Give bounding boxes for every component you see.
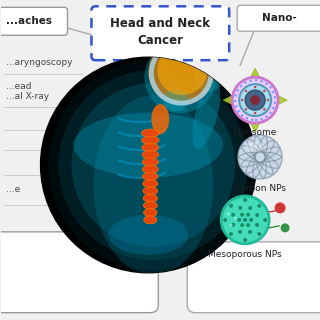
Circle shape [193,62,223,92]
Ellipse shape [74,113,223,178]
Circle shape [263,108,266,110]
Polygon shape [248,118,262,132]
Circle shape [231,213,235,217]
Ellipse shape [108,215,188,255]
Circle shape [249,218,253,222]
Ellipse shape [142,158,158,166]
Circle shape [243,198,247,202]
FancyBboxPatch shape [0,232,158,313]
Polygon shape [248,68,262,82]
Circle shape [245,90,265,110]
Circle shape [255,223,259,227]
Circle shape [263,218,267,222]
Ellipse shape [144,216,157,224]
Circle shape [246,213,250,217]
Circle shape [231,223,235,227]
Circle shape [238,230,242,234]
Circle shape [157,45,207,95]
Ellipse shape [143,194,157,202]
Ellipse shape [143,180,158,188]
Circle shape [144,41,216,113]
Circle shape [239,84,271,116]
Circle shape [49,60,258,270]
Text: ...ead: ...ead [6,82,31,91]
Circle shape [240,213,244,217]
Circle shape [237,218,241,222]
Circle shape [243,218,247,222]
Ellipse shape [142,151,159,159]
Ellipse shape [143,187,158,195]
Circle shape [250,95,260,105]
Circle shape [238,206,242,210]
Text: ...aches: ...aches [5,16,52,26]
Ellipse shape [141,129,159,137]
Circle shape [254,112,256,114]
Circle shape [243,238,247,242]
Circle shape [221,196,269,244]
Circle shape [148,39,214,105]
Circle shape [71,83,235,247]
Ellipse shape [163,89,189,111]
Polygon shape [223,93,237,107]
Ellipse shape [142,172,158,180]
Circle shape [267,99,269,101]
Circle shape [248,230,252,234]
FancyBboxPatch shape [237,5,320,31]
FancyBboxPatch shape [0,7,68,35]
Circle shape [255,213,259,217]
Ellipse shape [144,209,157,217]
Text: ...al X-ray: ...al X-ray [6,92,49,100]
Circle shape [281,223,290,232]
Circle shape [241,99,243,101]
Circle shape [240,223,244,227]
Circle shape [246,223,250,227]
Circle shape [227,212,230,215]
Circle shape [229,232,233,236]
Circle shape [41,57,256,273]
Text: Carbon NPs: Carbon NPs [234,184,286,193]
Circle shape [59,70,248,260]
FancyBboxPatch shape [187,242,320,313]
FancyBboxPatch shape [92,6,229,60]
Ellipse shape [192,81,220,149]
Ellipse shape [245,142,265,152]
Circle shape [275,203,285,213]
Polygon shape [273,93,287,107]
Circle shape [245,90,247,92]
Circle shape [223,218,227,222]
Text: Mesoporous NPs: Mesoporous NPs [208,250,282,259]
Ellipse shape [93,95,213,275]
Circle shape [232,77,278,123]
Circle shape [263,90,266,92]
Text: ...aryngoscopy: ...aryngoscopy [6,58,72,67]
Circle shape [254,86,256,88]
Circle shape [229,204,233,208]
Circle shape [238,135,282,179]
Circle shape [229,223,233,227]
Ellipse shape [143,201,157,209]
Circle shape [248,206,252,210]
Text: Head and Neck
Cancer: Head and Neck Cancer [110,17,210,47]
Circle shape [257,204,261,208]
Circle shape [245,108,247,110]
Circle shape [257,232,261,236]
Ellipse shape [151,104,169,134]
Text: Nano-: Nano- [262,13,297,23]
Circle shape [234,217,237,220]
Text: ...e: ...e [6,186,20,195]
Ellipse shape [141,136,159,144]
Ellipse shape [142,144,159,151]
Ellipse shape [142,165,158,173]
Text: Liposome: Liposome [234,128,277,137]
